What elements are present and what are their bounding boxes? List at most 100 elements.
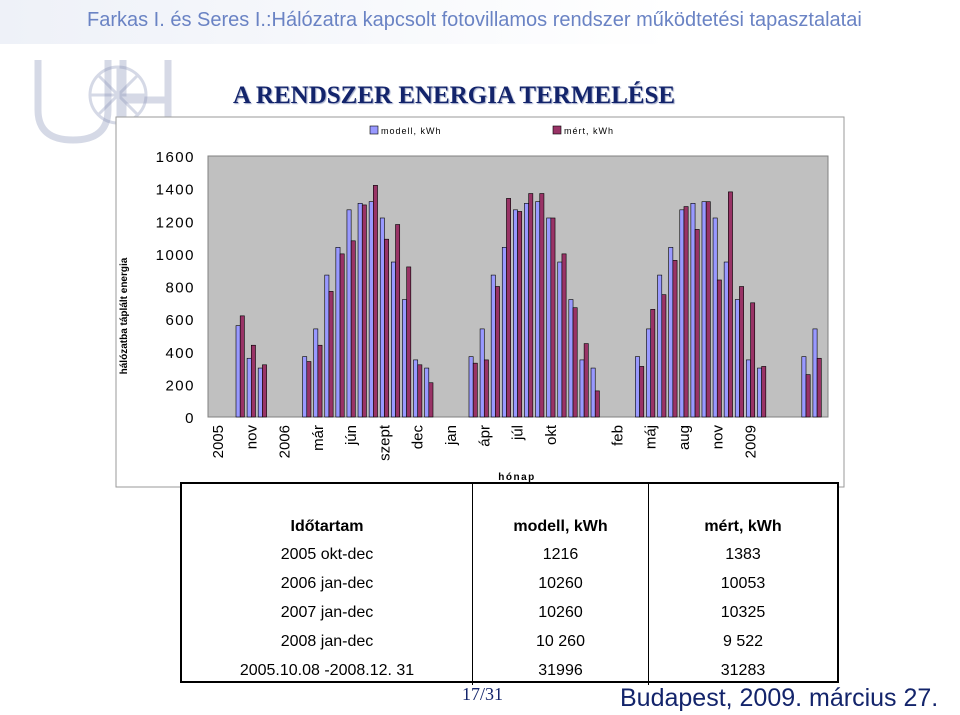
bar-mert xyxy=(239,315,245,418)
page-number: 17/31 xyxy=(462,684,504,704)
bar-modell xyxy=(368,201,374,418)
bar-modell xyxy=(357,203,363,418)
bar-modell xyxy=(557,261,563,418)
bar-mert xyxy=(728,191,733,418)
bar-mert xyxy=(262,364,267,418)
bar-mert xyxy=(384,238,389,418)
y-axis: 0 200 400 600 800 1000 1200 1400 1600 xyxy=(156,149,195,427)
bar-modell xyxy=(690,203,696,418)
bar-modell xyxy=(324,274,330,418)
header-modell: modell, kWh xyxy=(472,484,649,540)
bar-modell xyxy=(379,217,385,418)
bar-mert xyxy=(361,204,367,418)
bar-modell xyxy=(402,299,407,418)
cell-modell: 10260 xyxy=(472,569,649,598)
bar-modell xyxy=(546,217,552,418)
x-axis: 2005 nov 2006 már jún szept dec jan ápr júl okt feb… xyxy=(210,424,760,461)
bar-mert xyxy=(583,343,589,418)
bar-modell xyxy=(801,356,807,418)
bar-mert xyxy=(572,307,578,418)
bar-modell xyxy=(346,209,352,418)
cell-modell: 31996 xyxy=(472,656,649,685)
bar-mert xyxy=(683,206,689,418)
cell-modell: 10 260 xyxy=(472,627,649,656)
x-tick-label: feb xyxy=(609,425,626,446)
bar-modell xyxy=(513,209,518,418)
x-tick-label: már xyxy=(310,425,327,451)
cell-mert: 10053 xyxy=(720,574,766,592)
bars xyxy=(235,185,822,418)
bar-modell xyxy=(646,328,651,418)
x-tick-label: jan xyxy=(443,425,460,446)
x-tick-label: ápr xyxy=(476,425,493,447)
bar-mert xyxy=(306,361,312,418)
bar-mert xyxy=(472,362,478,418)
cell-period: 2006 jan-dec xyxy=(182,569,473,598)
bar-modell xyxy=(501,247,507,418)
bar-mert xyxy=(694,229,700,418)
table-row: 2007 jan-dec 10260 10325 xyxy=(182,598,837,627)
bar-modell xyxy=(723,261,729,418)
bar-mert xyxy=(661,294,667,418)
bar-mert xyxy=(517,211,523,418)
legend-label-modell: modell, kWh xyxy=(381,126,442,136)
bar-mert xyxy=(805,374,811,418)
x-tick-label: 2009 xyxy=(743,425,760,458)
bar-modell xyxy=(424,367,430,418)
x-tick-label: 2005 xyxy=(210,425,227,458)
table-row: 2005.10.08 -2008.12. 31 31996 31283 xyxy=(182,656,837,685)
legend: modell, kWh mért, kWh xyxy=(369,125,614,136)
bar-mert xyxy=(761,366,767,418)
x-tick-label: dec xyxy=(410,425,427,450)
legend-label-mert: mért, kWh xyxy=(564,126,614,136)
cell-mert: 1383 xyxy=(725,545,761,563)
y-tick-label: 1000 xyxy=(156,247,195,264)
bar-modell xyxy=(712,217,718,418)
x-tick-label: aug xyxy=(676,425,693,450)
y-tick-label: 0 xyxy=(185,410,195,427)
bar-modell xyxy=(679,209,685,418)
bar-mert xyxy=(250,344,256,418)
bar-mert xyxy=(705,201,711,418)
bar-mert xyxy=(672,260,678,418)
bar-mert xyxy=(417,364,423,418)
cell-modell: 1216 xyxy=(472,540,649,569)
bar-modell xyxy=(635,356,640,418)
bar-mert xyxy=(317,344,323,418)
bar-modell xyxy=(757,367,762,418)
cell-mert: 31283 xyxy=(720,661,766,679)
x-axis-label: hónap xyxy=(498,472,536,483)
bar-modell xyxy=(413,359,419,418)
bar-modell xyxy=(302,356,308,418)
bar-mert xyxy=(350,240,356,418)
table-row: 2005 okt-dec 1216 1383 xyxy=(182,540,837,569)
x-tick-label: júl xyxy=(510,425,527,441)
cell-period: 2005.10.08 -2008.12. 31 xyxy=(182,656,473,685)
legend-swatch-modell xyxy=(369,125,379,135)
table-row: 2006 jan-dec 10260 10053 xyxy=(182,569,837,598)
x-tick-label: szept xyxy=(376,424,393,461)
header-bar: Farkas I. és Seres I.:Hálózatra kapcsolt… xyxy=(0,0,960,44)
bar-modell xyxy=(734,299,740,418)
y-tick-label: 800 xyxy=(165,280,195,297)
bar-mert xyxy=(561,253,567,418)
bar-mert xyxy=(650,309,656,418)
header-mert: mért, kWh xyxy=(704,518,782,535)
bar-mert xyxy=(594,390,600,418)
x-tick-label: jún xyxy=(343,425,360,446)
footer-location: Budapest, 2009. március 27. xyxy=(620,684,939,712)
bar-mert xyxy=(428,382,434,418)
y-tick-label: 1600 xyxy=(156,149,195,166)
bar-mert xyxy=(483,359,489,418)
bar-modell xyxy=(657,274,663,418)
y-tick-label: 1200 xyxy=(156,214,195,231)
bar-modell xyxy=(579,359,585,418)
bar-modell xyxy=(568,299,574,418)
x-tick-label: nov xyxy=(709,425,726,450)
y-tick-label: 600 xyxy=(165,312,195,329)
cell-period: 2007 jan-dec xyxy=(182,598,473,627)
x-tick-label: nov xyxy=(243,425,260,450)
cell-mert: 10325 xyxy=(720,603,766,621)
bar-mert xyxy=(328,291,334,418)
